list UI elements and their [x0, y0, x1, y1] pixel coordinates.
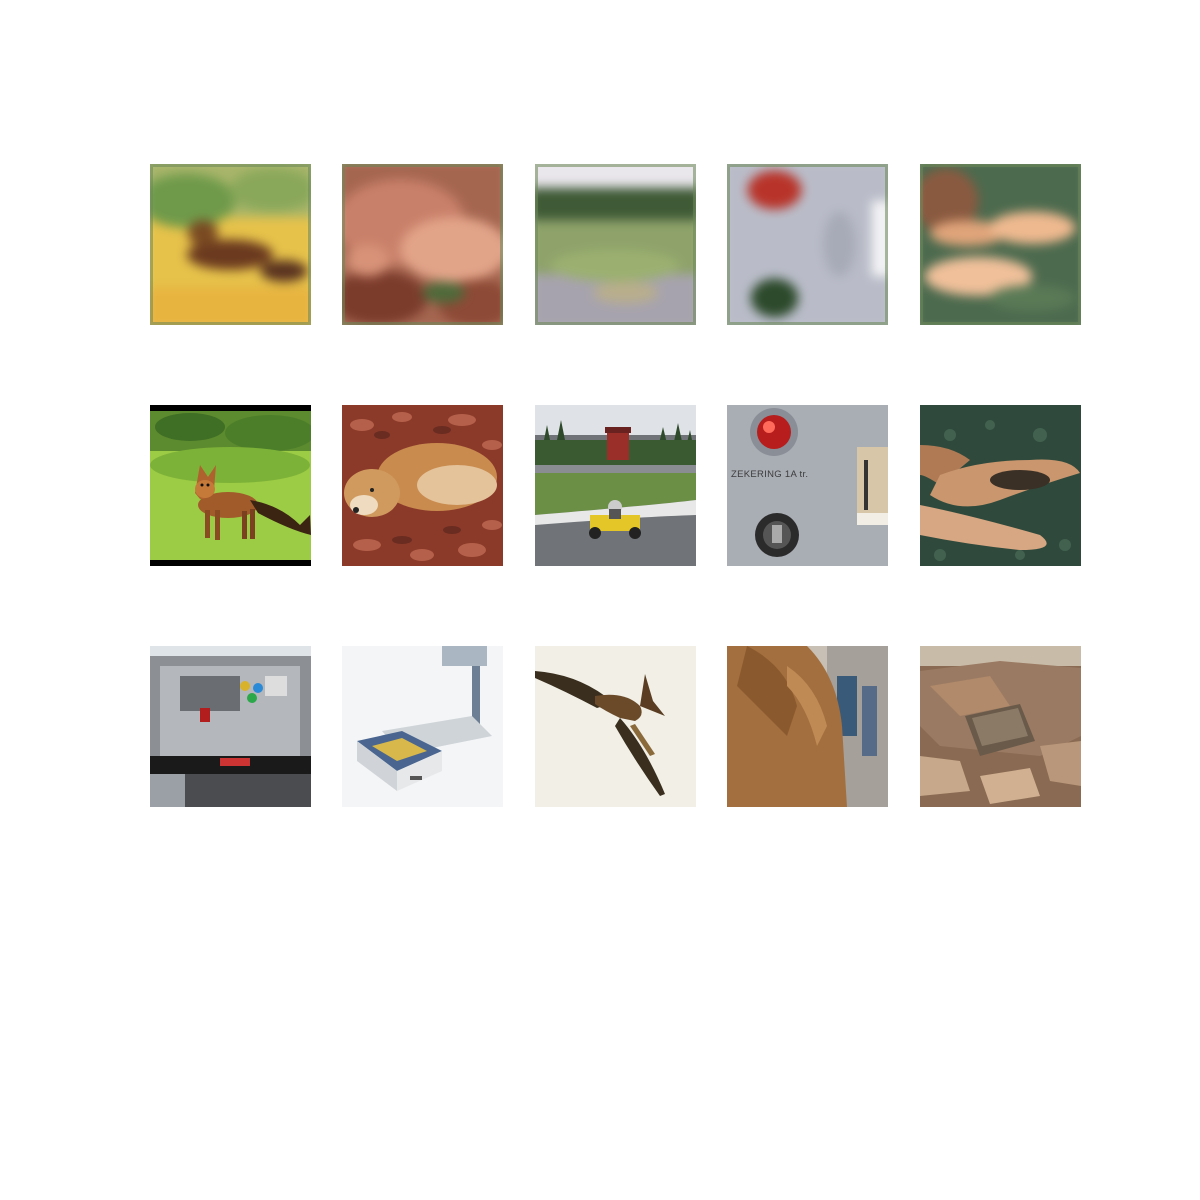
dog-in-leaves-image [342, 405, 503, 566]
blurred-panel-image [727, 164, 888, 325]
blurred-fox-image [150, 164, 311, 325]
kite-bird-image [535, 646, 696, 807]
blurred-hands-image [920, 164, 1081, 325]
fox-image [150, 405, 311, 566]
switch-panel-image: ZEKERING 1A tr. [727, 405, 888, 566]
weighing-scale-image [342, 646, 503, 807]
blurred-dog-image [342, 164, 503, 325]
blurred-gokart-image [535, 164, 696, 325]
gokart-track-image [535, 405, 696, 566]
stone-slab-image [920, 646, 1081, 807]
hands-image [920, 405, 1081, 566]
panel-label-text: ZEKERING 1A tr. [731, 469, 808, 480]
espresso-machine-image [150, 646, 311, 807]
brown-coat-image [727, 646, 888, 807]
